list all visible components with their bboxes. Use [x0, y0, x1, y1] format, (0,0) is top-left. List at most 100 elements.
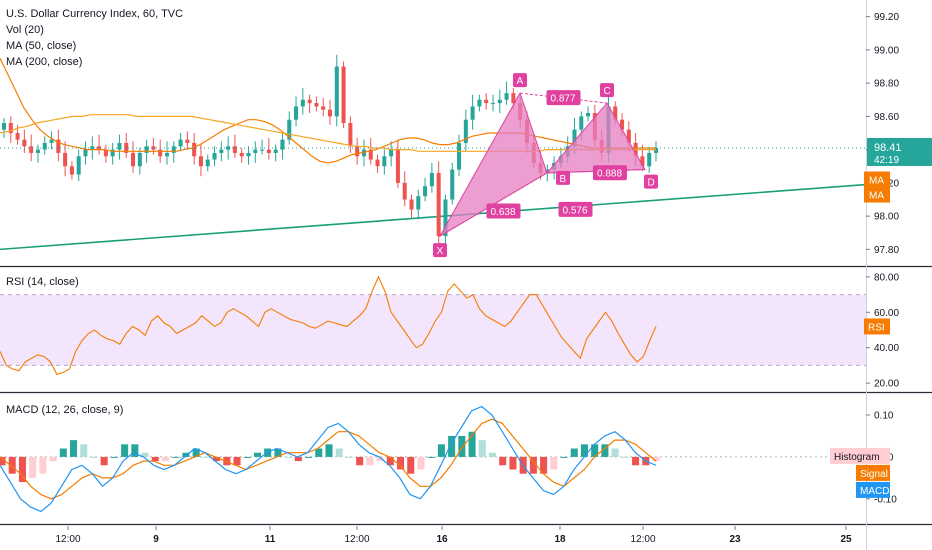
macd-tag-label-0: Histogram: [834, 452, 880, 463]
harmonic-point-A: [513, 73, 527, 88]
candle: [484, 99, 489, 104]
candle: [103, 149, 108, 157]
candle: [620, 119, 625, 130]
harmonic-ratio-tag: [486, 203, 521, 219]
candle: [219, 149, 224, 153]
signal-line: [0, 418, 657, 500]
candle: [158, 149, 163, 157]
macd-histogram-bar: [366, 456, 374, 466]
harmonic-point-D: [644, 174, 658, 189]
macd-tag-label-2: MACD: [860, 486, 889, 497]
macd-histogram-bar: [90, 456, 98, 458]
candle: [443, 199, 448, 237]
macd-histogram-bar: [305, 456, 313, 458]
candle: [490, 103, 496, 105]
macd-histogram-bar: [652, 456, 660, 462]
price-tick-label: 99.00: [874, 45, 899, 56]
candle: [212, 152, 217, 160]
price-tick-label: 99.20: [874, 12, 899, 23]
candle: [246, 152, 251, 157]
harmonic-ratio-tag: [558, 201, 593, 217]
candle: [239, 152, 244, 157]
macd-histogram-bar: [468, 431, 476, 457]
price-tick-label: 97.80: [874, 245, 899, 256]
macd-histogram-bar: [110, 456, 118, 458]
candle: [35, 149, 40, 153]
candle: [436, 172, 441, 237]
macd-histogram-bar: [253, 452, 261, 457]
rsi-tick-label: 60.00: [874, 308, 899, 319]
price-tick-label: 98.80: [874, 79, 899, 90]
candle: [457, 142, 462, 170]
legend-ma200: MA (200, close): [6, 56, 83, 68]
ma-tag-label-1: MA: [869, 191, 884, 202]
macd-histogram-bar: [59, 448, 67, 457]
macd-histogram-bar: [621, 456, 629, 458]
candle: [124, 142, 129, 153]
macd-histogram-bar: [284, 456, 292, 458]
macd-histogram-bar: [499, 456, 507, 466]
candle: [395, 149, 400, 183]
candle: [470, 106, 475, 120]
time-tick-label: 16: [436, 534, 448, 545]
macd-histogram-bar: [437, 444, 445, 457]
candle: [164, 152, 170, 157]
candle: [579, 116, 584, 130]
macd-histogram-bar: [8, 456, 16, 474]
candle: [477, 99, 482, 107]
last-price-tag: [867, 137, 932, 166]
rsi-legend: RSI (14, close): [6, 276, 79, 288]
macd-histogram-bar: [356, 456, 364, 466]
macd-histogram-bar: [560, 456, 568, 458]
harmonic-ratio-label: 0.576: [563, 205, 588, 216]
macd-histogram-bar: [0, 456, 6, 466]
candle: [361, 149, 366, 157]
harmonic-point-label: A: [517, 76, 524, 87]
macd-histogram-bar: [325, 444, 333, 457]
candle: [205, 159, 210, 167]
rsi-band: [0, 294, 866, 366]
macd-histogram-bar: [529, 456, 537, 474]
candle: [450, 169, 455, 200]
candle: [253, 149, 258, 153]
candle: [294, 106, 299, 120]
macd-histogram-bar: [509, 456, 517, 470]
candle: [69, 166, 74, 175]
ma-tag-0: [864, 171, 890, 188]
harmonic-point-X: [433, 243, 447, 258]
candle: [653, 147, 659, 153]
candle: [382, 156, 387, 167]
candle: [171, 146, 176, 153]
chart-title: U.S. Dollar Currency Index, 60, TVC: [6, 8, 184, 20]
macd-histogram-bar: [345, 456, 353, 458]
candle: [307, 99, 312, 104]
time-tick-label: 18: [554, 534, 566, 545]
harmonic-ratio-label: 0.888: [597, 169, 622, 180]
macd-histogram-bar: [172, 456, 180, 458]
candle: [273, 149, 278, 153]
candle: [572, 129, 577, 147]
harmonic-point-label: D: [648, 178, 655, 189]
time-tick-label: 11: [265, 534, 276, 545]
candle: [429, 172, 434, 187]
rsi-tick-label: 40.00: [874, 343, 899, 354]
macd-histogram-bar: [550, 456, 558, 470]
time-tick-label: 12:00: [630, 534, 655, 545]
candle: [192, 142, 197, 157]
rsi-tick-label: 20.00: [874, 379, 899, 390]
macd-histogram-bar: [427, 456, 435, 458]
macd-histogram-bar: [274, 448, 282, 457]
macd-histogram-bar: [39, 456, 47, 474]
candle: [300, 99, 305, 107]
macd-histogram-bar: [141, 452, 149, 457]
candle: [198, 156, 203, 167]
candle: [348, 123, 353, 147]
candle: [232, 146, 237, 153]
countdown-label: 42:19: [874, 155, 899, 166]
macd-histogram-bar: [417, 456, 425, 470]
harmonic-point-C: [600, 83, 614, 98]
macd-histogram-bar: [611, 448, 619, 457]
last-price-label: 98.41: [874, 142, 902, 154]
harmonic-point-label: C: [604, 86, 611, 97]
